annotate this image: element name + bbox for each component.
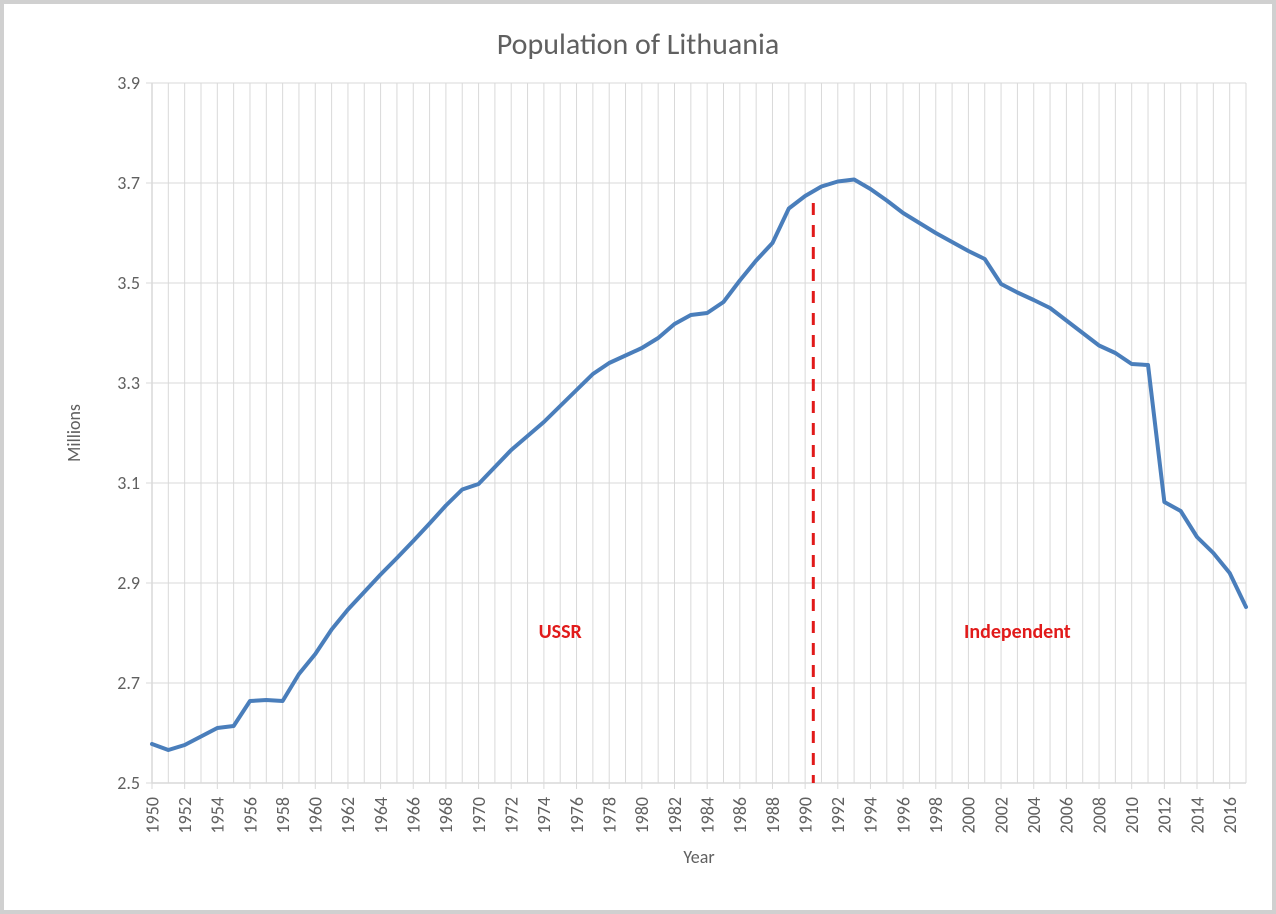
x-axis-label: Year bbox=[683, 846, 714, 868]
xtick-label: 1972 bbox=[501, 797, 523, 834]
xtick-label: 1974 bbox=[533, 797, 555, 834]
xtick-label: 2016 bbox=[1219, 797, 1241, 834]
xtick-label: 2004 bbox=[1023, 797, 1045, 834]
chart-title: Population of Lithuania bbox=[22, 26, 1254, 63]
annotation-label: USSR bbox=[539, 620, 583, 644]
xtick-label: 1954 bbox=[207, 797, 229, 834]
xtick-label: 1984 bbox=[696, 797, 718, 834]
xtick-label: 1982 bbox=[664, 797, 686, 834]
xtick-label: 2010 bbox=[1121, 797, 1143, 834]
xtick-label: 1964 bbox=[370, 797, 392, 834]
xtick-label: 2008 bbox=[1088, 797, 1110, 834]
xtick-label: 1966 bbox=[403, 797, 425, 834]
xtick-label: 1986 bbox=[729, 797, 751, 834]
xtick-label: 2006 bbox=[1056, 797, 1078, 834]
ytick-label: 3.7 bbox=[117, 172, 140, 194]
xtick-label: 1968 bbox=[435, 797, 457, 834]
annotation-label: Independent bbox=[964, 620, 1071, 644]
chart-area: 2.5 2.7 2.9 3.1 3.3 3.5 3.7 3.9 1950 1952 1954 1956… bbox=[22, 77, 1254, 897]
xtick-label: 1992 bbox=[827, 797, 849, 834]
xtick-label: 1990 bbox=[794, 797, 816, 834]
xtick-label: 1980 bbox=[631, 797, 653, 834]
ytick-label: 2.9 bbox=[117, 572, 140, 594]
xtick-label: 2002 bbox=[990, 797, 1012, 834]
line-chart: 2.5 2.7 2.9 3.1 3.3 3.5 3.7 3.9 1950 1952 1954 1956… bbox=[22, 77, 1258, 897]
xtick-label: 1994 bbox=[860, 797, 882, 834]
ytick-label: 3.5 bbox=[117, 272, 140, 294]
xtick-label: 1970 bbox=[468, 797, 490, 834]
xtick-label: 2014 bbox=[1186, 797, 1208, 834]
xtick-label: 1960 bbox=[305, 797, 327, 834]
ytick-label: 2.5 bbox=[117, 772, 140, 794]
xtick-label: 1978 bbox=[598, 797, 620, 834]
xtick-label: 1950 bbox=[141, 797, 163, 834]
xtick-label: 2012 bbox=[1154, 797, 1176, 834]
xtick-label: 1996 bbox=[892, 797, 914, 834]
xtick-label: 1998 bbox=[925, 797, 947, 834]
y-axis-label: Millions bbox=[63, 404, 85, 462]
xtick-label: 1958 bbox=[272, 797, 294, 834]
ytick-label: 3.1 bbox=[117, 472, 140, 494]
ytick-label: 3.9 bbox=[117, 77, 140, 94]
xtick-label: 2000 bbox=[958, 797, 980, 834]
ytick-label: 3.3 bbox=[117, 372, 140, 394]
xtick-label: 1962 bbox=[337, 797, 359, 834]
chart-frame: Population of Lithuania 2.5 2.7 2.9 3.1 3.3 3… bbox=[0, 0, 1276, 914]
xtick-label: 1956 bbox=[239, 797, 261, 834]
xtick-label: 1988 bbox=[762, 797, 784, 834]
population-line bbox=[152, 180, 1246, 751]
xtick-label: 1952 bbox=[174, 797, 196, 834]
ytick-label: 2.7 bbox=[117, 672, 140, 694]
xtick-label: 1976 bbox=[566, 797, 588, 834]
